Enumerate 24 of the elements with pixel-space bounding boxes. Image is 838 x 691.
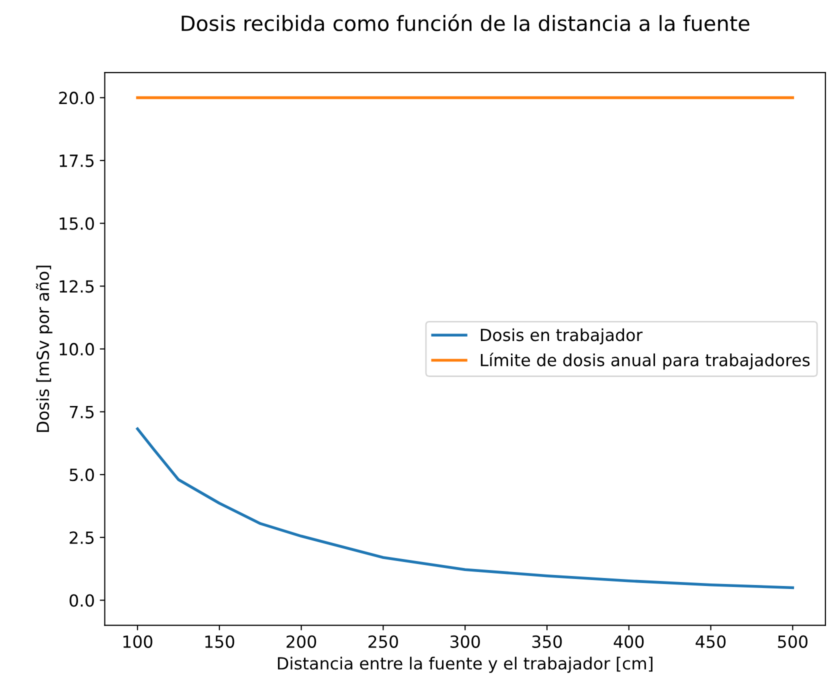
x-tick-label: 100 bbox=[123, 635, 152, 648]
y-tick-label: 20.0 bbox=[59, 92, 94, 104]
x-tick-label: 400 bbox=[614, 635, 644, 648]
x-tick-label: 200 bbox=[286, 635, 316, 648]
y-tick-label: 5.0 bbox=[70, 468, 94, 482]
legend-label: Límite de dosis anual para trabajadores bbox=[480, 352, 810, 370]
x-tick-label: 150 bbox=[205, 635, 234, 648]
y-tick-label: 15.0 bbox=[60, 217, 94, 230]
y-axis-title: Dosis [mSv por año] bbox=[36, 266, 52, 432]
x-tick-label: 300 bbox=[450, 635, 480, 648]
y-tick-label: 2.5 bbox=[70, 531, 94, 544]
y-tick-label: 0.0 bbox=[70, 594, 94, 607]
chart-title: Dosis recibida como función de la distancia a la fuente bbox=[182, 14, 750, 32]
line-series bbox=[136, 427, 794, 590]
legend-label: Dosis en trabajador bbox=[480, 328, 643, 344]
y-tick-label: 12.5 bbox=[60, 280, 94, 293]
y-tick-label: 7.5 bbox=[70, 406, 94, 418]
x-tick-label: 350 bbox=[532, 635, 562, 648]
y-tick-label: 10.0 bbox=[60, 342, 94, 356]
x-tick-label: 450 bbox=[696, 635, 726, 648]
y-tick-label: 17.5 bbox=[60, 154, 94, 168]
x-tick-label: 250 bbox=[368, 635, 398, 648]
x-tick-label: 500 bbox=[778, 635, 808, 648]
x-axis-title: Distancia entre la fuente y el trabajador [cm] bbox=[278, 656, 652, 673]
